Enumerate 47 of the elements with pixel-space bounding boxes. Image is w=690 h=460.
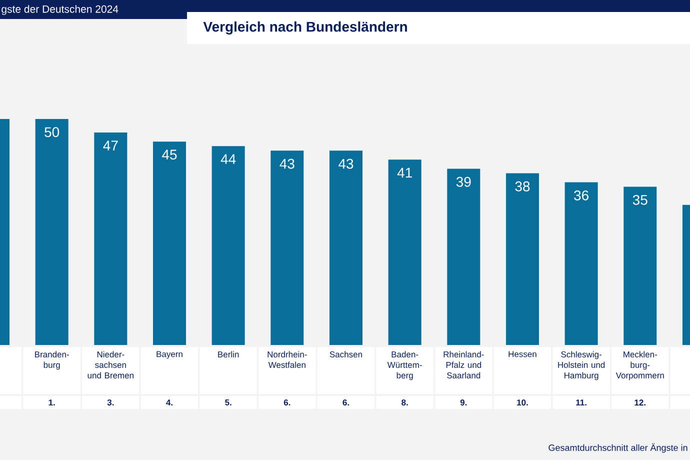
bar <box>564 182 598 345</box>
bar <box>506 173 539 345</box>
x-tick-label: Branden- burg <box>35 351 69 370</box>
bar <box>388 160 422 345</box>
chart-title: gste der Deutschen 2024 <box>2 5 118 15</box>
text: 6. <box>342 399 349 406</box>
data-label: 36 <box>574 190 588 200</box>
x-tick-label: Mecklen- burg- Vorpommern <box>616 351 664 380</box>
data-label: 35 <box>632 194 648 205</box>
text: 6. <box>284 399 290 406</box>
data-label: 50 <box>44 127 60 138</box>
x-tick-label: Schleswig- Holstein und Hamburg <box>558 351 605 380</box>
text: 5. <box>225 400 232 406</box>
x-tick-label: Nordrhein- Westfalen <box>268 351 307 368</box>
x-tick-label: Baden- Württem- berg <box>387 351 422 380</box>
bar <box>153 142 186 345</box>
text: 4. <box>166 400 172 406</box>
text: 12. <box>634 400 646 406</box>
bar <box>624 186 657 345</box>
data-label: 45 <box>162 150 177 160</box>
text: 10. <box>517 399 528 406</box>
text: 11. <box>576 400 586 406</box>
x-tick-label: Rheinland- Pfalz und Saarland <box>444 351 484 378</box>
bar <box>270 150 304 345</box>
data-label: 38 <box>515 181 530 192</box>
x-tick-label: Bayern <box>156 351 182 359</box>
bar <box>94 132 128 345</box>
text: 9. <box>460 399 467 406</box>
bar <box>329 150 362 345</box>
x-tick-label: Berlin <box>218 351 239 358</box>
data-label: 39 <box>456 176 471 187</box>
x-tick-label: Sachsen <box>330 351 362 358</box>
bar <box>447 168 480 345</box>
data-label: 47 <box>103 140 118 150</box>
x-tick-label: Nieder- sachsen und Bremen <box>88 351 134 378</box>
x-tick-label: Hessen <box>508 351 536 358</box>
bar <box>212 146 245 345</box>
text: Gesamtdurchschnitt aller Ängste in <box>548 443 688 453</box>
data-label: 44 <box>220 154 236 164</box>
bar <box>35 118 68 345</box>
data-label: 43 <box>280 158 294 169</box>
text: 8. <box>402 399 408 406</box>
chart-subtitle: Vergleich nach Bundesländern <box>203 21 407 35</box>
text: 3. <box>107 399 114 406</box>
text: 1. <box>48 400 55 406</box>
data-label: 43 <box>338 158 354 169</box>
data-label: 41 <box>397 168 412 178</box>
